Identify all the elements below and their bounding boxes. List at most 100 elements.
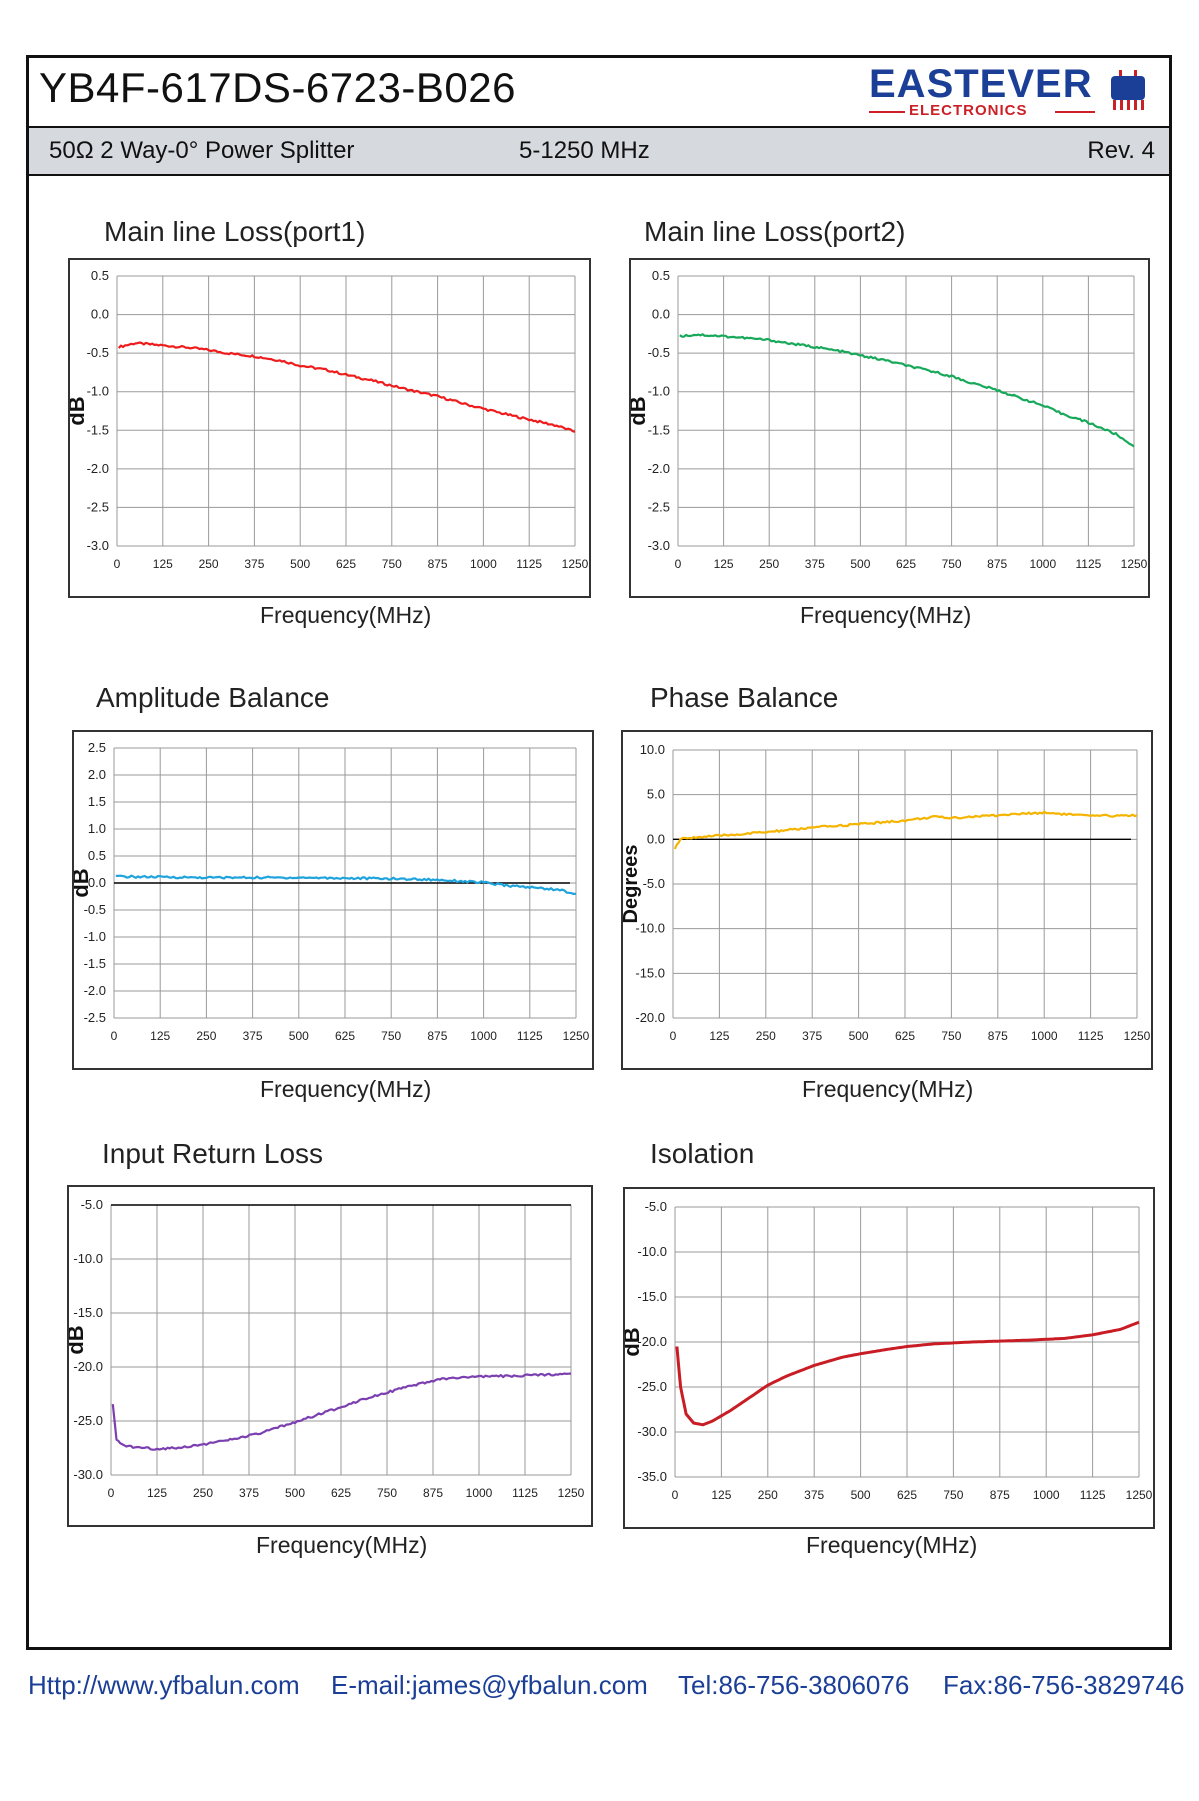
- y-tick-label: -30.0: [73, 1467, 103, 1482]
- x-tick-label: 375: [804, 1488, 824, 1502]
- y-tick-label: -3.0: [87, 538, 109, 553]
- product-description: 50Ω 2 Way-0° Power Splitter: [49, 137, 355, 164]
- chart-panel: dB 0 125 250 375 500 625 750 875 1000 1125 1250 2.5 2…: [68, 730, 594, 1070]
- series-line: [111, 1372, 572, 1451]
- x-tick-label: 125: [714, 557, 734, 571]
- fax: Fax:86-756-3829746: [943, 1670, 1185, 1700]
- x-tick-label: 1000: [1031, 1029, 1058, 1043]
- y-tick-label: -15.0: [73, 1305, 103, 1320]
- chart-panel: dB 0 125 250 375 500 625 750 875 1000 1125 1250 -5.0…: [63, 1185, 593, 1527]
- x-tick-label: 875: [427, 1029, 447, 1043]
- y-tick-label: -15.0: [637, 1289, 667, 1304]
- y-tick-label: 10.0: [640, 742, 665, 757]
- website-link[interactable]: Http://www.yfbalun.com: [28, 1670, 300, 1700]
- y-axis-label: dB: [69, 1325, 88, 1354]
- x-tick-label: 0: [111, 1029, 118, 1043]
- y-tick-label: -3.0: [648, 538, 670, 553]
- email-link[interactable]: E-mail:james@yfbalun.com: [331, 1670, 648, 1700]
- y-tick-label: -2.0: [648, 461, 670, 476]
- x-axis-label: Frequency(MHz): [256, 1532, 428, 1558]
- x-tick-label: 625: [895, 1029, 915, 1043]
- x-tick-label: 125: [147, 1486, 167, 1500]
- y-tick-label: -0.5: [87, 345, 109, 360]
- x-tick-label: 125: [709, 1029, 729, 1043]
- chart-phase-balance: Degrees 0 125 250 375 500 625 750 875 1000 1125 125…: [620, 742, 1151, 1043]
- part-number: YB4F-617DS-6723-B026: [39, 64, 516, 111]
- x-tick-label: 1250: [563, 1029, 590, 1043]
- chart-title: Main line Loss(port1): [104, 216, 366, 247]
- revision: Rev. 4: [1087, 137, 1155, 164]
- y-tick-label: -25.0: [73, 1413, 103, 1428]
- x-tick-label: 1125: [1080, 1488, 1106, 1502]
- y-tick-label: -10.0: [635, 921, 665, 936]
- x-tick-label: 250: [759, 557, 779, 571]
- series-line: [117, 341, 576, 433]
- x-tick-label: 750: [377, 1486, 397, 1500]
- x-tick-label: 1125: [1075, 557, 1101, 571]
- logo-line-left: [869, 111, 905, 113]
- x-tick-label: 625: [336, 557, 356, 571]
- x-tick-label: 125: [150, 1029, 170, 1043]
- chip-icon: [1111, 70, 1145, 110]
- chart-main-loss-port2: dB 0 125 250 375 500 625 750 875 1000 1125 1250 0.5 0…: [625, 268, 1148, 571]
- y-tick-label: -20.0: [635, 1010, 665, 1025]
- x-tick-label: 1000: [470, 1029, 497, 1043]
- y-tick-label: -1.5: [87, 422, 109, 437]
- logo-main-text: EASTEVER: [869, 62, 1093, 106]
- y-tick-label: -5.0: [645, 1199, 667, 1214]
- y-tick-label: -2.5: [84, 1010, 106, 1025]
- chart-title: Phase Balance: [650, 682, 839, 713]
- y-tick-label: -15.0: [635, 965, 665, 980]
- datasheet-frame: YB4F-617DS-6723-B026 EASTEVER ELECTRONIC…: [26, 55, 1172, 1650]
- x-axis-label: Frequency(MHz): [260, 1076, 432, 1102]
- y-tick-label: 0.0: [652, 307, 670, 322]
- x-axis-label: Frequency(MHz): [800, 602, 972, 628]
- x-tick-label: 1000: [1033, 1488, 1060, 1502]
- x-tick-label: 1250: [1126, 1488, 1153, 1502]
- y-tick-label: 1.0: [88, 821, 106, 836]
- x-tick-label: 125: [153, 557, 173, 571]
- x-tick-label: 375: [239, 1486, 259, 1500]
- y-tick-label: -0.5: [648, 345, 670, 360]
- x-tick-label: 500: [285, 1486, 305, 1500]
- x-tick-label: 1000: [466, 1486, 493, 1500]
- y-tick-label: -1.5: [84, 956, 106, 971]
- y-tick-label: -1.0: [87, 384, 109, 399]
- chart-title: Main line Loss(port2): [644, 216, 906, 247]
- x-tick-label: 875: [428, 557, 448, 571]
- contact-footer: Http://www.yfbalun.com E-mail:james@yfba…: [28, 1670, 1199, 1710]
- x-tick-label: 375: [244, 557, 264, 571]
- x-tick-label: 750: [942, 557, 962, 571]
- chart-panel: dB 0 125 250 375 500 625 750 875 1000 1125 1250 -5.0…: [619, 1187, 1155, 1529]
- y-tick-label: -1.0: [84, 929, 106, 944]
- y-tick-label: 1.5: [88, 794, 106, 809]
- y-axis-label: dB: [70, 396, 89, 425]
- logo-line-right: [1055, 111, 1095, 113]
- y-tick-label: 0.5: [652, 268, 670, 283]
- x-tick-label: 1250: [562, 557, 589, 571]
- y-tick-label: 2.5: [88, 740, 106, 755]
- y-tick-label: -2.5: [87, 499, 109, 514]
- y-tick-label: 0.0: [647, 831, 665, 846]
- x-tick-label: 625: [896, 557, 916, 571]
- y-tick-label: -1.5: [648, 422, 670, 437]
- x-tick-label: 1250: [1124, 1029, 1151, 1043]
- x-tick-label: 0: [670, 1029, 677, 1043]
- y-tick-label: -2.0: [84, 983, 106, 998]
- x-tick-label: 1000: [470, 557, 497, 571]
- chart-input-return-loss: dB 0 125 250 375 500 625 750 875 1000 1125 1250 -5.0…: [63, 1197, 585, 1500]
- y-tick-label: -0.5: [84, 902, 106, 917]
- x-tick-label: 1000: [1029, 557, 1056, 571]
- chart-amplitude-balance: dB0 125 250 375 500 625 750 875 1000 1125 12502.52…: [68, 740, 590, 1043]
- x-tick-label: 0: [114, 557, 121, 571]
- x-tick-label: 750: [381, 1029, 401, 1043]
- y-tick-label: -25.0: [637, 1379, 667, 1394]
- y-tick-label: 0.0: [91, 307, 109, 322]
- title-bar: YB4F-617DS-6723-B026 EASTEVER ELECTRONIC…: [29, 58, 1169, 128]
- series-line: [679, 333, 1135, 448]
- y-tick-label: 0.5: [91, 268, 109, 283]
- x-tick-label: 250: [196, 1029, 216, 1043]
- chart-title: Input Return Loss: [102, 1138, 324, 1169]
- x-tick-label: 1250: [1121, 557, 1148, 571]
- x-tick-label: 750: [943, 1488, 963, 1502]
